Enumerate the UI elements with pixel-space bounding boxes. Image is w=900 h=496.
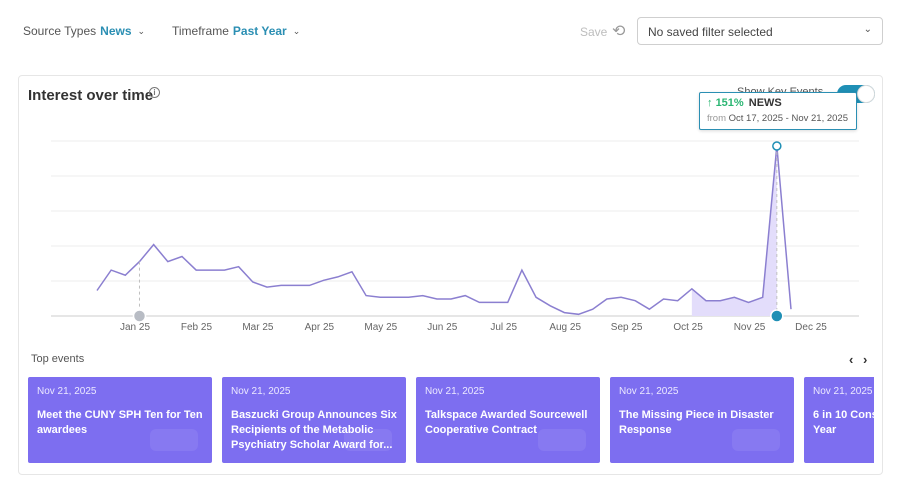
chevron-right-icon[interactable]: › [863, 352, 868, 367]
event-title: Meet the CUNY SPH Ten for Ten awardees [37, 409, 203, 436]
info-icon[interactable]: i [149, 87, 160, 98]
event-date: Nov 21, 2025 [425, 386, 485, 397]
bell-marker-icon [770, 309, 784, 323]
event-title: The Missing Piece in Disaster Response [619, 409, 774, 436]
peak-tooltip: ↑ 151% NEWS from Oct 17, 2025 - Nov 21, … [699, 92, 857, 130]
tooltip-range: Oct 17, 2025 - Nov 21, 2025 [728, 113, 848, 124]
filter-bar: Source Types News ⌄ Timeframe Past Year … [0, 0, 900, 62]
x-tick-label: Mar 25 [242, 322, 274, 333]
save-button[interactable]: Save [580, 25, 608, 39]
event-title: 6 in 10 Cons Report Anxi Past Year [813, 409, 874, 436]
top-events-carousel: Nov 21, 2025 Meet the CUNY SPH Ten for T… [28, 377, 874, 463]
panel-title: Interest over time [28, 87, 154, 104]
x-tick-label: Sep 25 [611, 322, 643, 333]
x-tick-label: Oct 25 [673, 322, 703, 333]
event-card[interactable]: Nov 21, 2025 Talkspace Awarded Sourcewel… [416, 377, 600, 463]
chevron-down-icon: ⌄ [137, 25, 146, 36]
event-watermark [732, 429, 780, 451]
event-card[interactable]: Nov 21, 2025 Meet the CUNY SPH Ten for T… [28, 377, 212, 463]
event-card[interactable]: Nov 21, 2025 Baszucki Group Announces Si… [222, 377, 406, 463]
x-tick-label: Dec 25 [795, 322, 827, 333]
event-watermark [538, 429, 586, 451]
saved-filter-select[interactable]: No saved filter selected ⌄ [637, 17, 883, 45]
event-card[interactable]: Nov 21, 2025 6 in 10 Cons Report Anxi Pa… [804, 377, 874, 463]
interest-line-chart: Jan 25 Feb 25 Mar 25 Apr 25 May 25 Jun 25 Jul … [51, 140, 859, 333]
x-tick-label: Aug 25 [549, 322, 581, 333]
peak-point [772, 141, 782, 151]
series-line [96, 145, 792, 316]
timeframe-filter[interactable]: Timeframe Past Year ⌄ [172, 24, 300, 38]
x-tick-label: Nov 25 [734, 322, 766, 333]
x-tick-label: Feb 25 [181, 322, 213, 333]
undo-icon[interactable]: ⟲ [612, 23, 626, 40]
event-watermark [344, 429, 392, 451]
event-title: Talkspace Awarded Sourcewell Cooperative… [425, 409, 588, 436]
saved-filter-value: No saved filter selected [648, 25, 773, 39]
arrow-up-icon: ↑ [707, 97, 713, 109]
source-types-filter[interactable]: Source Types News ⌄ [23, 24, 145, 38]
event-card[interactable]: Nov 21, 2025 The Missing Piece in Disast… [610, 377, 794, 463]
timeframe-label: Timeframe [172, 24, 229, 38]
toggle-knob [857, 85, 875, 103]
event-watermark [150, 429, 198, 451]
tooltip-change: 151% [715, 97, 744, 109]
chevron-left-icon[interactable]: ‹ [849, 352, 854, 367]
bell-marker-icon [132, 309, 147, 323]
event-date: Nov 21, 2025 [231, 386, 291, 397]
chevron-down-icon: ⌄ [863, 24, 872, 35]
tooltip-type: NEWS [748, 97, 782, 109]
x-tick-label: Jul 25 [490, 322, 517, 333]
event-title: Baszucki Group Announces Six Recipients … [231, 409, 397, 451]
interest-over-time-panel: Interest over time i Show Key Events Jan… [18, 75, 883, 475]
event-date: Nov 21, 2025 [619, 386, 679, 397]
timeframe-value: Past Year [232, 24, 287, 38]
highlight-area [691, 146, 777, 316]
x-tick-label: May 25 [364, 322, 397, 333]
x-tick-label: Jan 25 [120, 322, 150, 333]
chevron-down-icon: ⌄ [292, 25, 301, 36]
source-types-label: Source Types [23, 24, 97, 38]
source-types-value: News [100, 24, 132, 38]
event-date: Nov 21, 2025 [37, 386, 97, 397]
tooltip-from-label: from [707, 113, 726, 124]
top-events-label: Top events [31, 353, 85, 365]
event-date: Nov 21, 2025 [813, 386, 873, 397]
x-tick-label: Apr 25 [305, 322, 335, 333]
x-tick-label: Jun 25 [427, 322, 457, 333]
